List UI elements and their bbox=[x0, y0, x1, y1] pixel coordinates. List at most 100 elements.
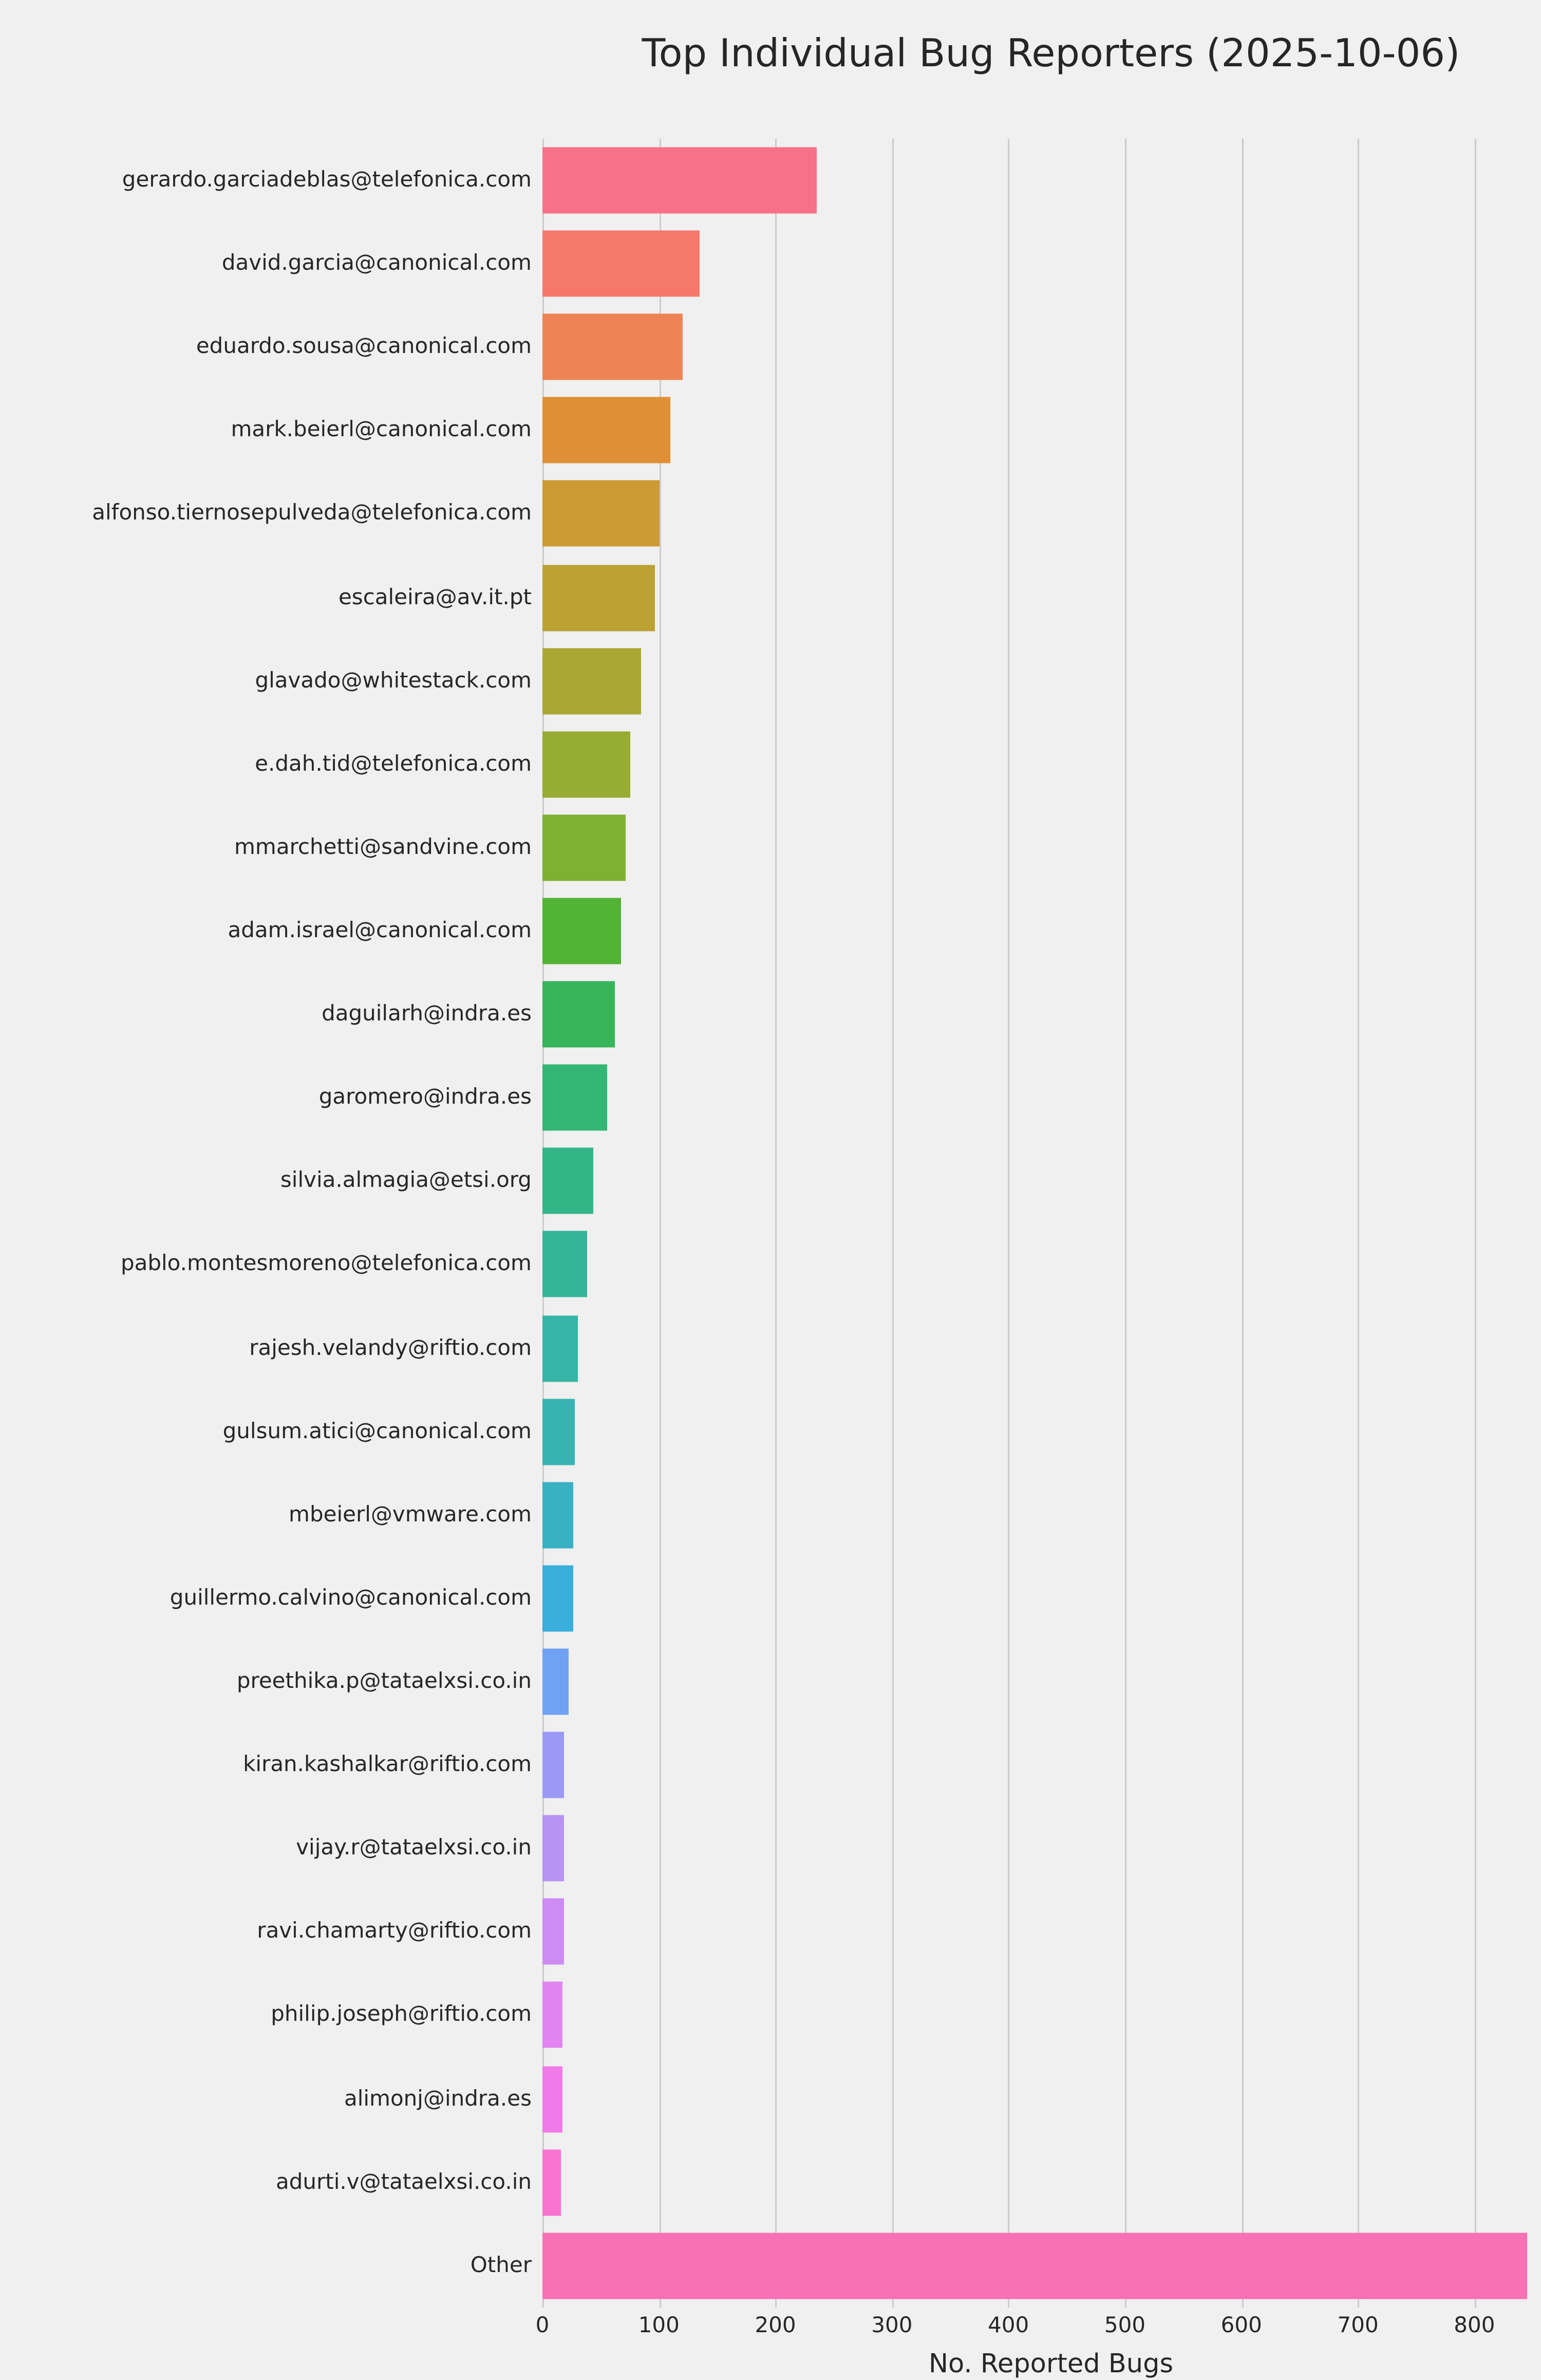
bar-label: gerardo.garciadeblas@telefonica.com bbox=[122, 168, 532, 193]
bar-row: adam.israel@canonical.com bbox=[228, 889, 1541, 973]
plot-area: gerardo.garciadeblas@telefonica.com david… bbox=[92, 139, 1541, 2308]
bar-row: garomero@indra.es bbox=[319, 1056, 1541, 1140]
bar bbox=[542, 147, 818, 214]
bar-label: mbeierl@vmware.com bbox=[289, 1502, 532, 1528]
gridline-300 bbox=[892, 139, 894, 2308]
bar-row: e.dah.tid@telefonica.com bbox=[255, 722, 1541, 806]
bar-label: Other bbox=[470, 2253, 532, 2278]
bar-label: silvia.almagia@etsi.org bbox=[280, 1169, 532, 1194]
bar bbox=[542, 1065, 607, 1131]
x-axis-ticks: 0 100 200 300 400 500 600 700 800 bbox=[536, 2314, 1541, 2345]
bar-label: glavado@whitestack.com bbox=[255, 668, 532, 694]
x-tick-label-400: 400 bbox=[988, 2314, 1029, 2338]
bar bbox=[542, 2232, 1527, 2299]
bar bbox=[542, 731, 631, 797]
bar-label: daguilarh@indra.es bbox=[322, 1002, 532, 1027]
bar bbox=[542, 564, 654, 631]
bar-label: alimonj@indra.es bbox=[344, 2086, 532, 2111]
bar-row: mark.beierl@canonical.com bbox=[231, 389, 1541, 472]
bar-row: kiran.kashalkar@riftio.com bbox=[243, 1723, 1541, 1807]
bar-label: alfonso.tiernosepulveda@telefonica.com bbox=[92, 501, 532, 527]
bar-label: adam.israel@canonical.com bbox=[228, 919, 532, 944]
x-tick-label-0: 0 bbox=[535, 2314, 550, 2338]
bar bbox=[542, 1315, 579, 1382]
bar-row: gerardo.garciadeblas@telefonica.com bbox=[122, 139, 1541, 222]
bar-row: escaleira@av.it.pt bbox=[339, 556, 1541, 639]
bar-row: glavado@whitestack.com bbox=[255, 639, 1541, 722]
x-tick-label-300: 300 bbox=[871, 2314, 913, 2338]
bar bbox=[542, 898, 622, 964]
bar-row: mbeierl@vmware.com bbox=[289, 1473, 1541, 1556]
bar bbox=[542, 397, 671, 464]
bar bbox=[542, 1398, 575, 1465]
gridline-700 bbox=[1358, 139, 1360, 2308]
gridlines bbox=[542, 139, 1541, 2308]
bar bbox=[542, 1565, 573, 1632]
bar bbox=[542, 981, 615, 1048]
x-tick-label-500: 500 bbox=[1104, 2314, 1146, 2338]
x-tick-label-100: 100 bbox=[638, 2314, 680, 2338]
bar bbox=[542, 1648, 568, 1715]
bar-label: eduardo.sousa@canonical.com bbox=[196, 334, 532, 360]
bar-label: david.garcia@canonical.com bbox=[221, 251, 532, 276]
bar bbox=[542, 647, 642, 714]
bar-rows: gerardo.garciadeblas@telefonica.com david… bbox=[92, 139, 1541, 2308]
bar-row: daguilarh@indra.es bbox=[322, 973, 1541, 1056]
bar bbox=[542, 1231, 587, 1298]
x-tick-label-800: 800 bbox=[1454, 2314, 1495, 2338]
bar-row: pablo.montesmoreno@telefonica.com bbox=[121, 1223, 1541, 1306]
gridline-0 bbox=[542, 139, 544, 2308]
bar-row: alfonso.tiernosepulveda@telefonica.com bbox=[92, 472, 1541, 555]
bar bbox=[542, 230, 700, 297]
bar-label: garomero@indra.es bbox=[318, 1085, 532, 1110]
x-tick-label-200: 200 bbox=[755, 2314, 796, 2338]
chart-title: Top Individual Bug Reporters (2025-10-06… bbox=[642, 31, 1460, 76]
bar-row: adurti.v@tataelxsi.co.in bbox=[276, 2141, 1541, 2224]
x-tick-label-600: 600 bbox=[1220, 2314, 1262, 2338]
bar-label: e.dah.tid@telefonica.com bbox=[255, 752, 532, 777]
bar-label: preethika.p@tataelxsi.co.in bbox=[236, 1669, 532, 1695]
bar-row: david.garcia@canonical.com bbox=[222, 222, 1541, 305]
bar bbox=[542, 2066, 562, 2132]
bar bbox=[542, 2149, 561, 2216]
bar bbox=[542, 1815, 563, 1882]
bar-label: gulsum.atici@canonical.com bbox=[222, 1419, 532, 1444]
bar-label: escaleira@av.it.pt bbox=[338, 585, 532, 610]
bar-row: rajesh.velandy@riftio.com bbox=[249, 1307, 1541, 1390]
bar-row: Other bbox=[471, 2224, 1541, 2307]
figure: Top Individual Bug Reporters (2025-10-06… bbox=[92, 31, 1541, 2380]
gridline-400 bbox=[1008, 139, 1010, 2308]
bar-row: mmarchetti@sandvine.com bbox=[234, 806, 1541, 889]
bar-row: philip.joseph@riftio.com bbox=[271, 1974, 1541, 2057]
gridline-600 bbox=[1241, 139, 1243, 2308]
bar-row: guillermo.calvino@canonical.com bbox=[170, 1557, 1541, 1640]
bar-row: preethika.p@tataelxsi.co.in bbox=[237, 1640, 1541, 1723]
bar-row: silvia.almagia@etsi.org bbox=[280, 1140, 1541, 1223]
bar-row: ravi.chamarty@riftio.com bbox=[257, 1890, 1541, 1974]
bar-label: ravi.chamarty@riftio.com bbox=[257, 1920, 532, 1945]
bar-row: gulsum.atici@canonical.com bbox=[223, 1390, 1541, 1473]
gridline-800 bbox=[1474, 139, 1476, 2308]
bar bbox=[542, 1899, 563, 1965]
bar-row: vijay.r@tataelxsi.co.in bbox=[296, 1807, 1541, 1890]
bar bbox=[542, 314, 683, 381]
bar bbox=[542, 1481, 573, 1548]
bar bbox=[542, 1982, 562, 2049]
bar bbox=[542, 814, 627, 881]
gridline-200 bbox=[775, 139, 777, 2308]
bar-row: alimonj@indra.es bbox=[344, 2057, 1541, 2141]
bar-label: guillermo.calvino@canonical.com bbox=[170, 1586, 532, 1611]
gridline-100 bbox=[659, 139, 661, 2308]
bar-label: kiran.kashalkar@riftio.com bbox=[243, 1753, 532, 1778]
x-axis-label: No. Reported Bugs bbox=[928, 2349, 1174, 2380]
x-tick-label-700: 700 bbox=[1337, 2314, 1379, 2338]
bar-label: rajesh.velandy@riftio.com bbox=[249, 1335, 532, 1361]
bar-row: eduardo.sousa@canonical.com bbox=[196, 306, 1541, 389]
bar-label: mark.beierl@canonical.com bbox=[231, 418, 532, 443]
bar-label: philip.joseph@riftio.com bbox=[271, 2003, 532, 2028]
bar-label: adurti.v@tataelxsi.co.in bbox=[276, 2170, 532, 2195]
bar-label: vijay.r@tataelxsi.co.in bbox=[296, 1836, 532, 1861]
gridline-500 bbox=[1125, 139, 1126, 2308]
bar-label: mmarchetti@sandvine.com bbox=[234, 835, 532, 860]
bar bbox=[542, 1732, 563, 1798]
